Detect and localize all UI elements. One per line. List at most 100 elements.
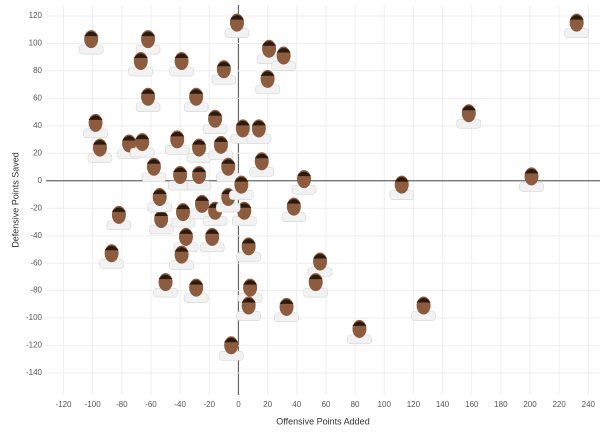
hair <box>154 211 169 216</box>
player-point <box>186 166 212 191</box>
hair <box>146 159 161 164</box>
player-point <box>208 135 234 161</box>
x-tick-label: -40 <box>174 400 186 409</box>
y-tick-label: 20 <box>33 148 42 157</box>
x-tick-label: 200 <box>523 400 537 409</box>
hair <box>205 229 220 234</box>
player-point <box>170 203 196 228</box>
player-point <box>183 278 209 303</box>
x-tick-label: -120 <box>55 400 72 409</box>
player-point <box>255 69 280 95</box>
player-point <box>183 87 209 113</box>
hair <box>192 140 207 145</box>
hair <box>234 177 249 182</box>
player-point <box>147 188 172 213</box>
hair <box>189 89 204 94</box>
player-point <box>164 130 190 155</box>
player-point <box>411 296 436 321</box>
player-point <box>218 336 244 361</box>
player-point <box>99 244 124 269</box>
x-tick-label: 0 <box>236 400 241 409</box>
hair <box>308 274 323 280</box>
x-tick-label: 40 <box>292 400 301 409</box>
player-point <box>249 152 275 177</box>
hair <box>229 15 244 20</box>
player-point <box>389 175 414 200</box>
player-point <box>303 273 328 298</box>
x-tick-label: 80 <box>351 400 360 409</box>
player-point <box>236 296 261 321</box>
hair <box>241 297 256 303</box>
hair <box>352 321 367 326</box>
x-tick-label: 60 <box>321 400 330 409</box>
y-tick-label: -100 <box>26 313 43 322</box>
x-tick-label: -100 <box>85 400 102 409</box>
y-tick-label: -20 <box>30 203 42 212</box>
player-point <box>141 157 167 183</box>
hair <box>243 280 258 285</box>
hair <box>92 140 107 145</box>
y-tick-label: 80 <box>33 66 42 75</box>
player-point <box>232 201 257 226</box>
player-point <box>347 319 372 345</box>
hair <box>133 53 148 59</box>
x-tick-label: 100 <box>378 400 392 409</box>
x-axis-title: Offensive Points Added <box>276 416 369 426</box>
hair <box>241 238 256 244</box>
y-tick-label: -120 <box>26 341 43 350</box>
hair <box>141 89 156 94</box>
hair <box>189 280 204 285</box>
player-point <box>202 109 228 134</box>
hair <box>213 137 228 142</box>
x-tick-label: 20 <box>263 400 272 409</box>
y-tick-label: -140 <box>26 368 43 377</box>
player-point <box>106 205 132 231</box>
hair <box>170 131 185 137</box>
player-point <box>169 245 194 270</box>
player-point <box>173 227 199 253</box>
player-point <box>135 87 161 113</box>
player-point <box>83 113 108 139</box>
player-point <box>215 157 241 183</box>
x-tick-label: 120 <box>407 400 421 409</box>
player-point <box>211 60 237 85</box>
player-point <box>307 252 333 277</box>
x-tick-label: 140 <box>436 400 450 409</box>
player-point <box>271 46 296 71</box>
hair <box>174 53 189 59</box>
hair <box>158 274 173 280</box>
hair <box>178 229 193 234</box>
hair <box>276 48 291 53</box>
hair <box>254 153 269 159</box>
y-tick-label: -60 <box>30 258 42 267</box>
hair <box>111 207 126 212</box>
hair <box>173 167 188 173</box>
hair <box>297 171 312 177</box>
hair <box>262 41 277 46</box>
x-tick-label: 220 <box>552 400 566 409</box>
x-tick-label: 180 <box>494 400 508 409</box>
player-point <box>148 209 174 235</box>
y-tick-label: 120 <box>29 11 43 20</box>
hair <box>251 120 266 126</box>
hair <box>216 61 231 67</box>
x-tick-label: -60 <box>145 400 157 409</box>
hair <box>569 15 584 20</box>
player-point <box>129 133 155 158</box>
y-axis-title: Defensive Points Saved <box>10 152 20 248</box>
hair <box>224 337 239 343</box>
hair <box>221 159 236 164</box>
hair <box>416 297 431 303</box>
hair <box>88 115 103 120</box>
player-point <box>519 167 544 192</box>
hair <box>135 134 150 140</box>
player-point <box>128 52 154 77</box>
hair <box>279 299 294 304</box>
hair <box>194 196 209 201</box>
player-point <box>456 104 482 129</box>
hair <box>176 204 191 210</box>
x-tick-label: 240 <box>582 400 596 409</box>
player-point <box>246 119 272 144</box>
